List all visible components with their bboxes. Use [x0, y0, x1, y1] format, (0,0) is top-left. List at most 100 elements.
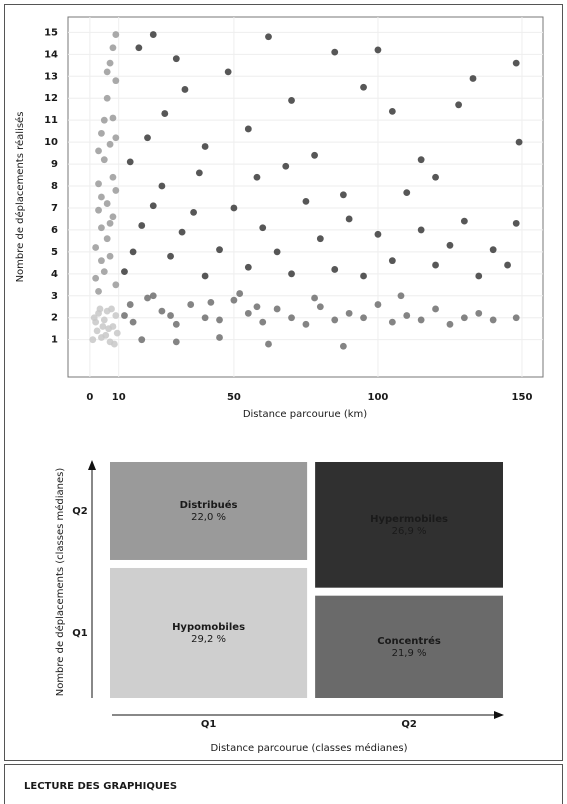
point	[331, 48, 339, 56]
cell-label: Hypermobiles	[370, 514, 448, 525]
point	[345, 309, 353, 317]
point	[224, 68, 232, 76]
point	[167, 312, 174, 319]
y-tick-label: 8	[51, 181, 58, 192]
point	[161, 110, 169, 117]
point	[282, 162, 290, 170]
point	[475, 309, 483, 317]
point	[178, 228, 186, 236]
x-tick-label: 10	[112, 392, 126, 403]
point	[273, 248, 281, 256]
y-tick-label: 14	[44, 49, 58, 60]
point	[236, 290, 244, 297]
x-tick-label: 0	[86, 392, 93, 403]
point	[106, 59, 114, 67]
point	[216, 334, 223, 341]
point	[489, 316, 497, 324]
point	[112, 134, 120, 142]
point	[339, 342, 347, 350]
point	[360, 314, 367, 322]
point	[190, 208, 197, 216]
point	[100, 268, 108, 276]
point	[397, 292, 405, 300]
point	[288, 97, 295, 104]
point	[515, 138, 523, 146]
point	[98, 257, 105, 265]
cell-label: Distribués	[180, 499, 238, 511]
y-tick-label: Q2	[72, 506, 88, 517]
point	[288, 270, 295, 278]
point	[167, 252, 174, 260]
point	[98, 193, 105, 201]
point	[388, 318, 396, 326]
point	[100, 316, 108, 324]
point	[273, 305, 281, 313]
point	[121, 268, 128, 276]
y-tick-label: 13	[44, 71, 58, 82]
point	[92, 274, 100, 282]
point	[417, 156, 425, 164]
cell-label: Hypomobiles	[172, 622, 245, 633]
point	[95, 147, 102, 155]
point	[432, 173, 439, 181]
point	[95, 180, 102, 188]
point	[417, 226, 425, 234]
point	[89, 336, 97, 344]
y-tick-label: 2	[51, 313, 58, 324]
y-axis-label: Nombre de déplacements réalisés	[14, 112, 26, 283]
point	[90, 314, 98, 322]
point	[112, 312, 120, 319]
point	[216, 316, 223, 324]
point	[149, 31, 157, 38]
point	[149, 292, 157, 300]
x-tick-label: Q1	[201, 719, 217, 730]
y-tick-label: 9	[51, 159, 58, 170]
point	[374, 46, 382, 54]
y-tick-label: 15	[44, 27, 58, 38]
point	[113, 329, 121, 337]
point	[108, 305, 115, 313]
figure-frame	[4, 4, 563, 761]
cell-value: 29,2 %	[191, 634, 226, 645]
point	[106, 140, 114, 148]
point	[109, 114, 117, 122]
point	[110, 340, 118, 348]
point	[388, 257, 396, 265]
point	[109, 213, 117, 221]
mosaic-cell	[110, 462, 308, 560]
point	[93, 327, 101, 335]
point	[98, 129, 105, 137]
point	[345, 215, 353, 223]
footer-title: LECTURE DES GRAPHIQUES	[24, 781, 177, 792]
point	[102, 331, 110, 339]
point	[316, 235, 324, 243]
point	[230, 204, 238, 212]
point	[172, 55, 180, 63]
y-tick-label: 6	[51, 225, 58, 236]
x-axis-label: Distance parcourue (km)	[243, 409, 367, 420]
y-tick-label: 11	[44, 115, 58, 126]
point	[95, 287, 102, 295]
point	[339, 191, 347, 199]
x-arrow-head	[494, 711, 504, 719]
point	[201, 314, 209, 322]
mosaic-cell	[315, 595, 503, 698]
point	[316, 303, 324, 311]
point	[92, 244, 100, 251]
point	[388, 107, 396, 115]
point	[460, 314, 468, 322]
point	[201, 143, 209, 150]
point	[455, 101, 463, 109]
point	[360, 83, 367, 91]
point	[374, 301, 382, 308]
point	[201, 272, 209, 280]
point	[489, 246, 497, 254]
point	[244, 309, 252, 317]
point	[216, 246, 223, 254]
point	[129, 248, 137, 256]
point	[512, 219, 520, 227]
point	[100, 156, 108, 164]
y-tick-label: 10	[44, 137, 58, 148]
mosaic-cell	[110, 567, 308, 698]
